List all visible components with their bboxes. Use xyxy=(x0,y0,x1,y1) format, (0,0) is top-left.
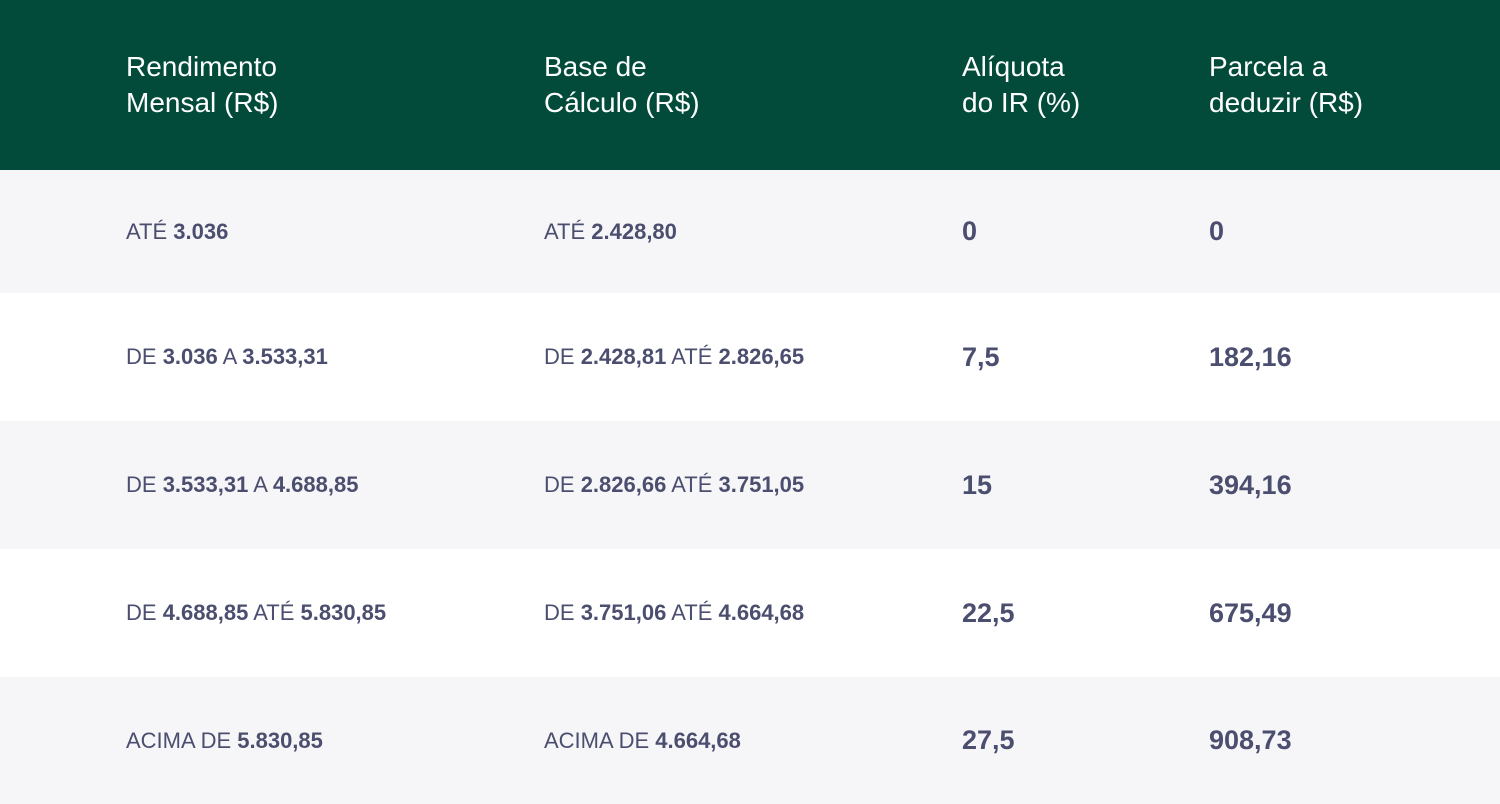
table-row: ATÉ 3.036 ATÉ 2.428,80 0 0 xyxy=(0,170,1500,293)
cell-aliquota: 15 xyxy=(962,469,993,500)
range-value: 4.664,68 xyxy=(655,727,741,753)
cell-rendimento: DE 4.688,85 ATÉ 5.830,85 xyxy=(126,549,386,677)
cell-parcela: 0 xyxy=(1209,216,1225,246)
cell-parcela: 908,73 xyxy=(1209,725,1292,755)
range-value: 2.826,66 xyxy=(580,472,667,497)
range-word: A xyxy=(217,344,243,369)
header-parcela: Parcela a deduzir (R$) xyxy=(1209,51,1364,118)
table-header: Rendimento Mensal (R$) Base de Cálculo (… xyxy=(0,0,1500,170)
cell-rendimento: DE 3.533,31 A 4.688,85 xyxy=(126,421,358,549)
cell-base-calculo: ACIMA DE 4.664,68 xyxy=(544,677,741,804)
range-value: 5.830,85 xyxy=(237,727,323,753)
range-word: ACIMA DE xyxy=(544,727,656,753)
range-value: 3.751,06 xyxy=(580,600,667,625)
table-row: DE 3.533,31 A 4.688,85 DE 2.826,66 ATÉ 3… xyxy=(0,421,1500,549)
range-word: ATÉ xyxy=(248,600,301,625)
range-word: DE xyxy=(544,600,581,625)
cell-aliquota: 0 xyxy=(962,216,978,246)
cell-aliquota: 7,5 xyxy=(962,341,1000,372)
range-value: 3.036 xyxy=(173,218,229,244)
cell-aliquota: 27,5 xyxy=(962,725,1015,755)
cell-base-calculo: DE 3.751,06 ATÉ 4.664,68 xyxy=(544,549,804,677)
cell-text: ACIMA DE 4.664,68 xyxy=(544,728,741,754)
range-value: 4.688,85 xyxy=(272,472,359,497)
cell-text: DE 3.036 A 3.533,31 xyxy=(126,344,328,370)
cell-text: ATÉ 3.036 xyxy=(126,219,228,245)
range-value: 3.751,05 xyxy=(718,472,805,497)
header-base-calculo: Base de Cálculo (R$) xyxy=(544,51,700,118)
range-value: 2.826,65 xyxy=(718,344,805,369)
range-value: 4.664,68 xyxy=(718,600,805,625)
cell-text: DE 2.826,66 ATÉ 3.751,05 xyxy=(544,472,804,498)
table-row: ACIMA DE 5.830,85 ACIMA DE 4.664,68 27,5… xyxy=(0,677,1500,804)
cell-base-calculo: DE 2.826,66 ATÉ 3.751,05 xyxy=(544,421,804,549)
table-row: DE 3.036 A 3.533,31 DE 2.428,81 ATÉ 2.82… xyxy=(0,293,1500,421)
range-word: ATÉ xyxy=(666,600,719,625)
cell-parcela: 675,49 xyxy=(1209,597,1292,628)
range-value: 3.533,31 xyxy=(242,344,328,369)
cell-base-calculo: ATÉ 2.428,80 xyxy=(544,170,677,293)
cell-rendimento: ATÉ 3.036 xyxy=(126,170,228,293)
range-word: ATÉ xyxy=(544,218,592,244)
range-word: ATÉ xyxy=(126,218,174,244)
cell-text: DE 3.533,31 A 4.688,85 xyxy=(126,472,358,498)
range-word: ATÉ xyxy=(666,344,719,369)
range-value: 2.428,80 xyxy=(591,218,677,244)
cell-parcela: 182,16 xyxy=(1209,341,1292,372)
cell-text: DE 2.428,81 ATÉ 2.826,65 xyxy=(544,344,804,370)
range-value: 2.428,81 xyxy=(580,344,667,369)
table-row: DE 4.688,85 ATÉ 5.830,85 DE 3.751,06 ATÉ… xyxy=(0,549,1500,677)
range-word: DE xyxy=(126,472,163,497)
cell-text: DE 3.751,06 ATÉ 4.664,68 xyxy=(544,600,804,626)
range-word: DE xyxy=(126,600,163,625)
cell-text: ACIMA DE 5.830,85 xyxy=(126,728,323,754)
cell-text: ATÉ 2.428,80 xyxy=(544,219,677,245)
range-word: DE xyxy=(544,344,581,369)
range-value: 4.688,85 xyxy=(162,600,249,625)
cell-rendimento: ACIMA DE 5.830,85 xyxy=(126,677,323,804)
range-word: DE xyxy=(126,344,163,369)
range-word: ATÉ xyxy=(666,472,719,497)
header-rendimento: Rendimento Mensal (R$) xyxy=(126,51,279,118)
cell-base-calculo: DE 2.428,81 ATÉ 2.826,65 xyxy=(544,293,804,421)
range-value: 5.830,85 xyxy=(300,600,387,625)
range-word: ACIMA DE xyxy=(126,727,238,753)
range-value: 3.036 xyxy=(162,344,218,369)
cell-aliquota: 22,5 xyxy=(962,597,1015,628)
range-word: DE xyxy=(544,472,581,497)
range-word: A xyxy=(248,472,273,497)
cell-rendimento: DE 3.036 A 3.533,31 xyxy=(126,293,328,421)
header-aliquota: Alíquota do IR (%) xyxy=(962,51,1081,118)
cell-parcela: 394,16 xyxy=(1209,469,1292,500)
range-value: 3.533,31 xyxy=(162,472,249,497)
cell-text: DE 4.688,85 ATÉ 5.830,85 xyxy=(126,600,386,626)
